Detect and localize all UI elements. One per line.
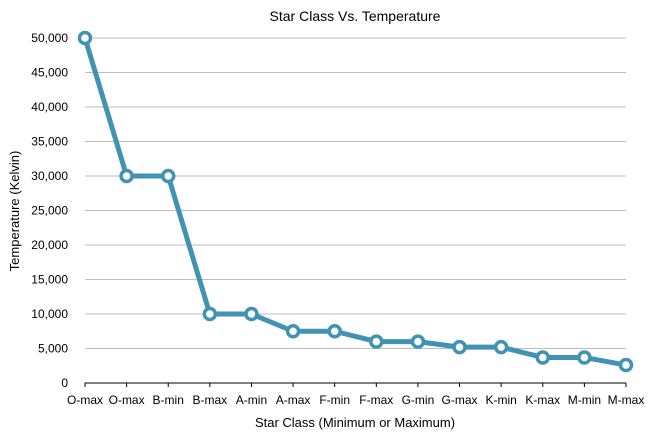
gridlines: [85, 37, 626, 349]
x-tick-label: G-min: [402, 393, 435, 407]
y-tick-label: 50,000: [31, 31, 68, 45]
data-point: [577, 350, 592, 365]
series-group: [77, 30, 634, 373]
y-tick-label: 10,000: [31, 307, 68, 321]
y-axis-label: Temperature (Kelvin): [7, 151, 22, 272]
x-tick-label: M-max: [608, 393, 645, 407]
data-point: [77, 30, 93, 46]
y-tick-label: 45,000: [31, 66, 68, 80]
data-point: [410, 334, 426, 349]
data-point: [452, 339, 467, 355]
x-tick-label: K-max: [525, 393, 560, 407]
chart-title: Star Class Vs. Temperature: [270, 8, 441, 24]
data-point: [244, 306, 259, 322]
data-point: [369, 334, 384, 349]
x-tick-label: O-max: [67, 393, 103, 407]
data-point: [493, 339, 509, 355]
x-tick-labels: O-max O-max B-min B-max A-min A-max F-min F-max…: [67, 383, 644, 407]
x-tick-label: F-min: [319, 393, 350, 407]
y-tick-label: 25,000: [31, 204, 68, 218]
x-tick-label: B-max: [193, 393, 228, 407]
data-point: [119, 168, 134, 184]
y-tick-label: 20,000: [31, 238, 68, 252]
x-tick-label: M-min: [568, 393, 601, 407]
y-tick-labels: 0 5,000 10,000 15,000 20,000 25,000 30,000 35,0…: [31, 31, 68, 390]
data-point: [202, 306, 218, 322]
x-tick-label: O-max: [109, 393, 145, 407]
y-tick-label: 30,000: [31, 169, 68, 183]
x-axis-label: Star Class (Minimum or Maximum): [255, 415, 455, 430]
x-tick-label: A-max: [276, 393, 311, 407]
y-tick-label: 15,000: [31, 273, 68, 287]
y-tick-label: 35,000: [31, 135, 68, 149]
x-tick-label: A-min: [236, 393, 267, 407]
y-tick-label: 5,000: [38, 342, 68, 356]
x-tick-label: F-max: [359, 393, 393, 407]
x-tick-label: B-min: [153, 393, 184, 407]
data-point: [160, 168, 176, 184]
data-point: [618, 357, 634, 373]
x-tick-label: K-min: [485, 393, 516, 407]
data-point: [285, 324, 301, 339]
y-tick-label: 0: [61, 376, 68, 390]
data-point: [327, 324, 342, 339]
data-point: [535, 350, 551, 365]
x-tick-label: G-max: [442, 393, 478, 407]
series-line: [82, 35, 629, 368]
y-tick-label: 40,000: [31, 100, 68, 114]
